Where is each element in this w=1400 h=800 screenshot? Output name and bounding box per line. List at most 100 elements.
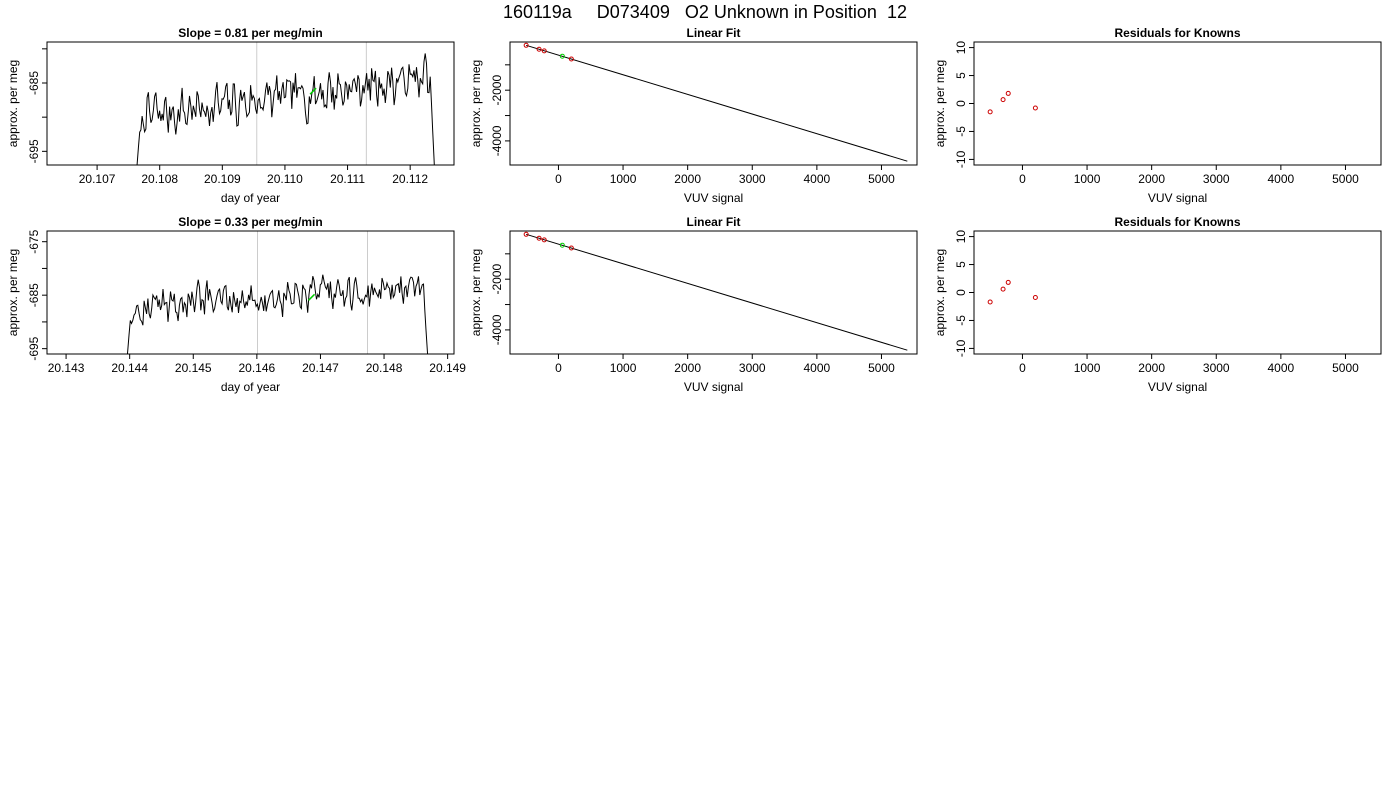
plot-area: [523, 42, 908, 162]
known-point: [1005, 90, 1011, 96]
y-tick-label: 5: [954, 72, 968, 79]
x-tick-label: 3000: [739, 361, 766, 375]
x-axis-label: day of year: [221, 380, 280, 394]
x-tick-label: 1000: [610, 361, 637, 375]
x-tick-label: 1000: [1074, 361, 1101, 375]
y-axis-label: approx. per meg: [6, 249, 20, 336]
x-tick-label: 3000: [1203, 361, 1230, 375]
x-tick-label: 20.110: [267, 172, 303, 186]
x-tick-label: 0: [1019, 361, 1026, 375]
plot-frame: [509, 230, 918, 355]
plot-frame: [46, 41, 455, 166]
known-point: [568, 245, 574, 251]
y-tick-label: -10: [954, 339, 968, 357]
figure-title: 160119a D073409 O2 Unknown in Position 1…: [503, 2, 907, 22]
y-tick-label: -10: [954, 150, 968, 168]
known-point: [568, 56, 574, 62]
x-tick-label: 20.112: [392, 172, 428, 186]
unknown-marker: [309, 87, 317, 95]
x-tick-label: 2000: [674, 361, 701, 375]
unknown-point: [559, 242, 565, 248]
x-tick-label: 0: [555, 172, 562, 186]
data-series-line: [126, 274, 429, 354]
y-tick-label: -5: [954, 126, 968, 137]
panel-title: Residuals for Knowns: [1114, 26, 1240, 40]
plot-area: [987, 90, 1038, 115]
x-tick-label: 4000: [804, 361, 831, 375]
known-point: [536, 46, 542, 52]
x-tick-label: 2000: [674, 172, 701, 186]
plot-area: [126, 231, 429, 354]
y-tick-label: -685: [27, 283, 41, 307]
panel-title: Slope = 0.33 per meg/min: [178, 215, 322, 229]
x-tick-label: 1000: [610, 172, 637, 186]
y-tick-label: -685: [27, 71, 41, 95]
x-tick-label: 4000: [1268, 361, 1295, 375]
x-axis-label: day of year: [221, 191, 280, 205]
x-tick-label: 20.109: [204, 172, 241, 186]
known-point: [1000, 97, 1006, 103]
y-tick-label: -2000: [490, 264, 504, 295]
panel-title: Linear Fit: [686, 26, 740, 40]
plot-area: [523, 231, 908, 351]
y-axis-label: approx. per meg: [933, 249, 947, 336]
x-axis-label: VUV signal: [684, 191, 743, 205]
x-tick-label: 5000: [1332, 361, 1359, 375]
y-tick-label: 0: [954, 289, 968, 296]
chart-panel-1: 20.107 20.108 20.109 20.110 20.111 20.112 -695…: [6, 26, 455, 205]
plot-area: [987, 279, 1038, 305]
y-tick-label: 10: [954, 230, 968, 244]
panel-title: Slope = 0.81 per meg/min: [178, 26, 322, 40]
x-axis-label: VUV signal: [1148, 380, 1207, 394]
known-point: [987, 299, 993, 305]
x-tick-label: 20.147: [302, 361, 339, 375]
known-point: [1005, 279, 1011, 285]
unknown-point: [559, 53, 565, 59]
fit-line: [526, 44, 908, 162]
known-point: [1000, 286, 1006, 292]
x-tick-label: 4000: [1268, 172, 1295, 186]
y-tick-label: -2000: [490, 75, 504, 106]
y-tick-label: 5: [954, 261, 968, 268]
x-tick-label: 20.145: [175, 361, 212, 375]
known-point: [1032, 295, 1038, 301]
x-tick-label: 20.143: [48, 361, 85, 375]
panel-title: Linear Fit: [686, 215, 740, 229]
x-tick-label: 2000: [1138, 361, 1165, 375]
y-tick-label: -695: [27, 139, 41, 163]
chart-panel-6: 0 1000 2000 3000 4000 5000 -10 -5 0 5 10 Residuals …: [933, 215, 1382, 394]
unknown-marker: [308, 293, 316, 301]
x-axis-label: VUV signal: [684, 380, 743, 394]
x-tick-label: 3000: [739, 172, 766, 186]
y-tick-label: 10: [954, 41, 968, 55]
y-axis-label: approx. per meg: [469, 60, 483, 147]
plot-area: [136, 42, 435, 165]
y-tick-label: -4000: [490, 125, 504, 156]
plot-frame: [46, 230, 455, 355]
known-point: [1032, 105, 1038, 111]
x-tick-label: 3000: [1203, 172, 1230, 186]
y-axis-label: approx. per meg: [469, 249, 483, 336]
x-tick-label: 20.146: [239, 361, 276, 375]
fit-line: [526, 233, 908, 351]
x-tick-label: 20.148: [366, 361, 403, 375]
x-tick-label: 0: [1019, 172, 1026, 186]
y-tick-label: 0: [954, 100, 968, 107]
x-tick-label: 20.107: [79, 172, 116, 186]
data-series-line: [136, 53, 435, 165]
panel-title: Residuals for Knowns: [1114, 215, 1240, 229]
y-tick-label: -695: [27, 336, 41, 360]
known-point: [987, 109, 993, 115]
x-tick-label: 20.111: [330, 172, 365, 186]
chart-panel-3: 0 1000 2000 3000 4000 5000 -10 -5 0 5 10 Residuals …: [933, 26, 1382, 205]
x-tick-label: 4000: [804, 172, 831, 186]
known-point: [541, 48, 547, 54]
y-axis-label: approx. per meg: [933, 60, 947, 147]
y-tick-label: -4000: [490, 314, 504, 345]
known-point: [536, 235, 542, 241]
x-axis-label: VUV signal: [1148, 191, 1207, 205]
plot-frame: [509, 41, 918, 166]
known-point: [523, 231, 529, 237]
y-tick-label: -5: [954, 315, 968, 326]
